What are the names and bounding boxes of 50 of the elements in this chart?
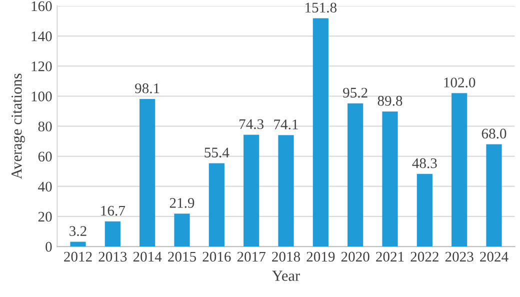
x-tick-label: 2016 — [202, 252, 231, 262]
data-label: 102.0 — [444, 78, 476, 88]
bar — [416, 174, 432, 247]
x-tick-label: 2015 — [168, 252, 196, 262]
y-tick-label: 40 — [38, 182, 52, 192]
data-label: 151.8 — [306, 2, 337, 13]
y-tick-label: 120 — [32, 61, 52, 72]
data-label: 74.3 — [240, 119, 264, 130]
x-tick-label: 2022 — [410, 252, 438, 262]
x-tick-label: 2012 — [64, 252, 92, 262]
bar — [486, 144, 502, 247]
bar — [382, 111, 398, 247]
bar — [244, 134, 260, 247]
x-tick-label: 2024 — [480, 252, 508, 262]
bar — [174, 214, 190, 247]
bar — [348, 103, 364, 247]
data-label: 48.3 — [412, 158, 437, 168]
bar — [312, 18, 328, 247]
x-tick-label: 2023 — [445, 252, 474, 262]
y-tick-label: 20 — [38, 212, 52, 222]
data-label: 68.0 — [482, 128, 506, 139]
data-label: 89.8 — [378, 96, 402, 106]
y-tick-label: 160 — [32, 1, 52, 12]
y-tick-label: 60 — [38, 152, 52, 162]
data-label: 3.2 — [70, 226, 86, 236]
data-label: 74.1 — [274, 120, 298, 130]
x-tick-label: 2018 — [272, 252, 300, 262]
x-tick-label: 2017 — [237, 252, 266, 262]
x-tick-label: 2020 — [341, 252, 370, 262]
data-label: 55.4 — [204, 148, 230, 158]
data-label: 16.7 — [101, 206, 126, 216]
x-tick-label: 2014 — [133, 252, 162, 262]
y-axis-title: Average citations — [11, 74, 25, 180]
y-tick-label: 100 — [32, 92, 52, 102]
data-label: 21.9 — [170, 198, 194, 208]
bar — [208, 163, 224, 247]
y-tick-label: 140 — [32, 31, 52, 42]
bar — [140, 99, 156, 247]
data-label: 95.2 — [343, 88, 368, 98]
y-tick-label: 80 — [38, 122, 52, 132]
x-tick-label: 2021 — [376, 252, 404, 262]
x-axis-title: Year — [272, 270, 300, 281]
bar — [70, 242, 86, 247]
bar — [278, 135, 294, 247]
bar — [452, 93, 468, 247]
y-tick-label: 0 — [46, 242, 52, 252]
x-tick-label: 2019 — [306, 252, 335, 262]
x-tick-label: 2013 — [98, 252, 127, 262]
data-label: 98.1 — [135, 83, 160, 94]
bar — [104, 221, 120, 247]
